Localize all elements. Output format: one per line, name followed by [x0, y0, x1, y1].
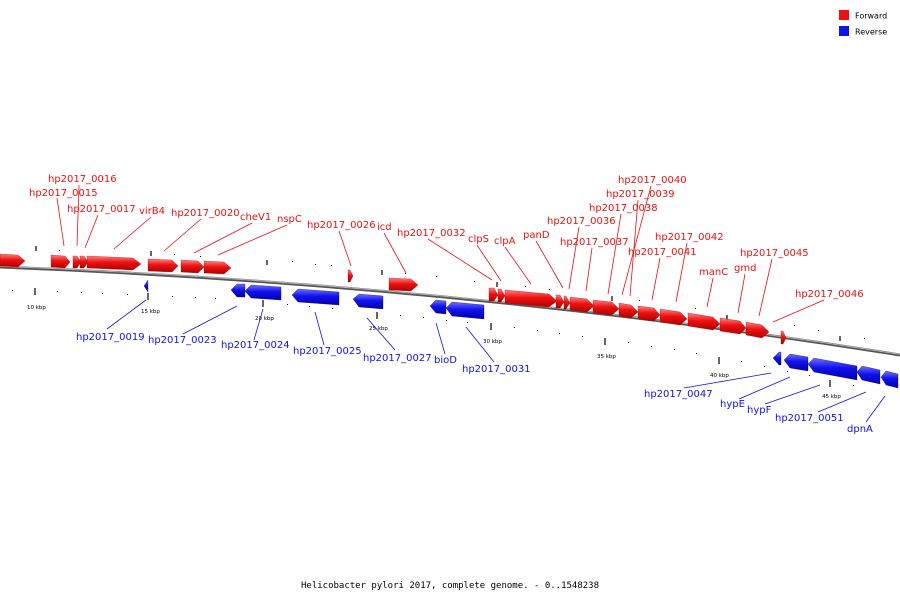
gene-arrow-reverse[interactable]	[291, 288, 340, 306]
gene-arrow-forward[interactable]	[745, 321, 770, 339]
gene-label[interactable]: hp2017_0039	[606, 189, 675, 200]
gene-label[interactable]: hp2017_0036	[547, 216, 616, 227]
gene-label[interactable]: hp2017_0017	[67, 204, 136, 215]
gene-arrow-reverse[interactable]	[772, 351, 782, 366]
gene-arrow-forward[interactable]	[618, 302, 639, 319]
track-dots	[12, 250, 865, 386]
gene-arrow-forward[interactable]	[180, 259, 205, 274]
gene-label[interactable]: hp2017_0019	[76, 332, 145, 343]
gene-label[interactable]: hp2017_0031	[462, 364, 531, 375]
gene-arrow-reverse[interactable]	[880, 370, 899, 389]
gene-arrow-forward[interactable]	[504, 289, 558, 308]
gene-arrow-forward[interactable]	[86, 255, 142, 271]
gene-label[interactable]: gmd	[734, 263, 756, 274]
gene-label[interactable]: bioD	[434, 355, 457, 366]
reverse-genes	[143, 279, 899, 389]
gene-label[interactable]: hypE	[720, 399, 745, 410]
genome-caption: Helicobacter pylori 2017, complete genom…	[301, 581, 599, 591]
forward-genes	[0, 253, 787, 345]
reverse-leaders	[106, 299, 886, 423]
gene-arrow-reverse[interactable]	[244, 284, 282, 301]
legend-reverse-swatch	[839, 26, 849, 36]
gene-label[interactable]: hp2017_0047	[644, 389, 713, 400]
gene-label[interactable]: cheV1	[240, 212, 271, 223]
gene-label[interactable]: clpA	[494, 236, 516, 247]
genome-backbone	[0, 265, 900, 357]
legend: Forward Reverse	[839, 10, 887, 37]
genome-backbone-highlight	[0, 265, 900, 355]
gene-arrow-forward[interactable]	[388, 277, 419, 292]
gene-arrow-forward[interactable]	[488, 287, 499, 302]
gene-arrow-forward[interactable]	[780, 330, 787, 345]
gene-label[interactable]: hp2017_0032	[397, 228, 466, 239]
scale-tick-label: 30 kbp	[483, 339, 502, 345]
gene-label[interactable]: hp2017_0046	[795, 289, 864, 300]
gene-arrow-forward[interactable]	[347, 269, 354, 283]
gene-label[interactable]: nspC	[277, 214, 302, 225]
gene-arrow-forward[interactable]	[50, 254, 71, 269]
scale-tick-label: 25 kbp	[369, 326, 388, 332]
gene-arrow-reverse[interactable]	[352, 293, 384, 310]
gene-label[interactable]: clpS	[468, 234, 489, 245]
gene-arrow-reverse[interactable]	[807, 357, 858, 381]
reverse-labels: hp2017_0019 hp2017_0023 hp2017_0024 hp20…	[76, 332, 873, 435]
legend-forward-swatch	[839, 10, 849, 20]
gene-arrow-reverse[interactable]	[445, 301, 485, 320]
gene-arrow-forward[interactable]	[569, 296, 595, 313]
scale-tick-label: 45 kbp	[822, 394, 841, 400]
gene-label[interactable]: icd	[377, 222, 392, 233]
gene-label[interactable]: panD	[523, 230, 550, 241]
gene-arrow-forward[interactable]	[72, 255, 82, 269]
gene-arrow-reverse[interactable]	[143, 279, 149, 293]
gene-label[interactable]: virB4	[139, 206, 165, 217]
gene-arrow-forward[interactable]	[719, 317, 747, 335]
gene-label[interactable]: hypF	[747, 405, 772, 416]
gene-label[interactable]: hp2017_0023	[148, 335, 217, 346]
gene-arrow-forward[interactable]	[497, 288, 506, 303]
gene-arrow-forward[interactable]	[203, 260, 232, 275]
gene-label[interactable]: hp2017_0024	[221, 340, 290, 351]
gene-label[interactable]: hp2017_0016	[48, 174, 117, 185]
gene-label[interactable]: manC	[699, 267, 728, 278]
gene-label[interactable]: hp2017_0040	[618, 175, 687, 186]
gene-arrow-forward[interactable]	[637, 305, 661, 322]
gene-label[interactable]: hp2017_0041	[628, 247, 697, 258]
legend-forward-label: Forward	[855, 12, 887, 21]
gene-label[interactable]: hp2017_0045	[740, 248, 809, 259]
gene-label[interactable]: hp2017_0038	[589, 203, 658, 214]
gene-arrow-forward[interactable]	[687, 312, 721, 331]
scale-tick-label: 35 kbp	[597, 354, 616, 360]
gene-arrow-forward[interactable]	[563, 295, 571, 310]
gene-arrow-reverse[interactable]	[783, 353, 809, 372]
gene-label[interactable]: hp2017_0015	[29, 188, 98, 199]
gene-arrow-forward[interactable]	[0, 253, 26, 268]
gene-arrow-reverse[interactable]	[230, 283, 246, 298]
scale-tick-label: 15 kbp	[141, 309, 160, 315]
gene-arrow-forward[interactable]	[147, 258, 179, 273]
gene-arrow-forward[interactable]	[79, 255, 89, 269]
forward-leaders	[56, 184, 825, 323]
scale-tick-label: 40 kbp	[710, 373, 729, 379]
gene-arrow-forward[interactable]	[555, 294, 565, 309]
gene-arrow-reverse[interactable]	[856, 365, 881, 385]
gene-label[interactable]: hp2017_0037	[560, 237, 629, 248]
gene-label[interactable]: hp2017_0026	[307, 220, 376, 231]
gene-label[interactable]: hp2017_0042	[655, 232, 724, 243]
forward-labels: hp2017_0016 hp2017_0015 hp2017_0017 virB…	[29, 174, 864, 300]
scale-ticks: 10 kbp 15 kbp 20 kbp 25 kbp 30 kbp 35 kb…	[27, 246, 841, 400]
gene-arrow-forward[interactable]	[659, 308, 688, 326]
gene-arrow-reverse[interactable]	[429, 299, 447, 315]
gene-label[interactable]: hp2017_0027	[363, 353, 432, 364]
gene-arrow-forward[interactable]	[592, 299, 620, 316]
scale-tick-label: 20 kbp	[255, 316, 274, 322]
gene-label[interactable]: hp2017_0020	[171, 208, 240, 219]
legend-reverse-label: Reverse	[855, 28, 887, 37]
gene-label[interactable]: hp2017_0025	[293, 346, 362, 357]
gene-label[interactable]: dpnA	[847, 424, 873, 435]
scale-tick-label: 10 kbp	[27, 305, 46, 311]
gene-label[interactable]: hp2017_0051	[775, 413, 844, 424]
